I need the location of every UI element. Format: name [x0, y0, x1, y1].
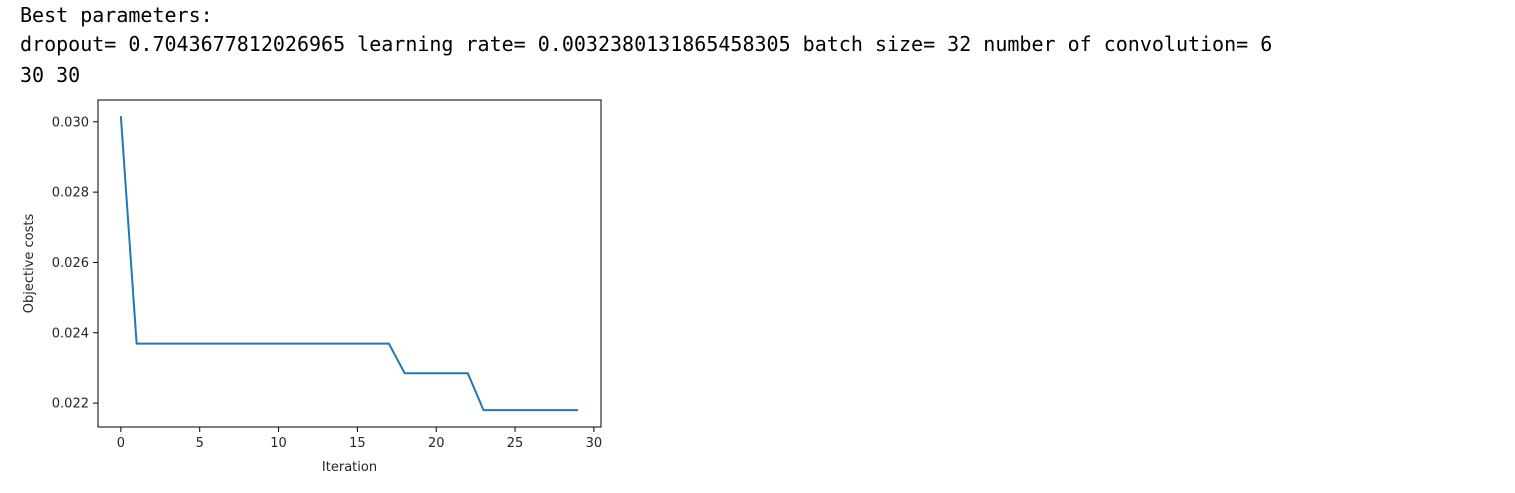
y-tick-label: 0.026 — [52, 256, 89, 271]
y-tick-label: 0.024 — [52, 326, 89, 341]
x-tick-label: 0 — [117, 436, 125, 451]
x-tick-label: 25 — [507, 436, 524, 451]
y-tick-label: 0.030 — [52, 115, 89, 130]
x-tick-label: 15 — [349, 436, 366, 451]
objective-cost-chart: 0 5 10 15 20 25 30 0.022 0.024 0.026 0.028 0.030 Ite… — [22, 99, 603, 475]
plot-frame — [97, 99, 602, 428]
output-dimensions: 30 30 — [20, 63, 81, 87]
y-axis-label: Objective costs — [22, 214, 37, 314]
best-parameters-heading: Best parameters: — [20, 3, 213, 27]
x-tick-label: 10 — [270, 436, 287, 451]
best-parameters-values: dropout= 0.7043677812026965 learning rat… — [20, 32, 1273, 56]
y-tick-label: 0.022 — [52, 397, 89, 412]
x-tick-label: 30 — [586, 436, 603, 451]
x-axis-label: Iteration — [322, 460, 377, 475]
series-line — [119, 116, 579, 412]
x-tick-label: 20 — [428, 436, 445, 451]
y-tick-label: 0.028 — [52, 186, 89, 201]
x-tick-label: 5 — [196, 436, 204, 451]
